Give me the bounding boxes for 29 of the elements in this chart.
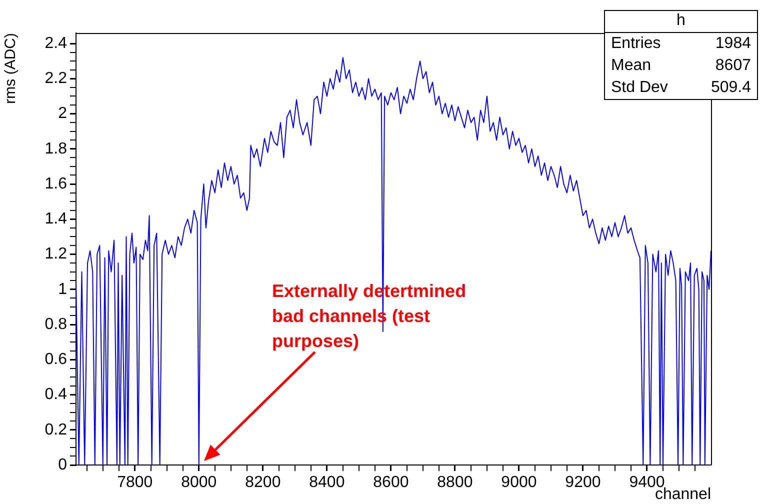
y-tick-label: 1.2 (44, 246, 68, 263)
x-tick-label: 8400 (309, 474, 345, 492)
y-tick-label: 2 (58, 105, 68, 122)
y-tick-label: 1.6 (44, 175, 68, 192)
text: 8607 (715, 56, 751, 76)
y-tick-label: 0 (58, 456, 68, 474)
y-axis-title: rms (ADC) (2, 33, 20, 104)
y-tick-label: 0.2 (44, 421, 68, 438)
text: 509.4 (710, 78, 751, 98)
x-tick-label: 8600 (373, 474, 409, 492)
y-tick-label: 0.6 (44, 351, 68, 368)
x-tick-label: 7800 (117, 474, 153, 492)
annotation: Std Dev (611, 78, 668, 98)
x-tick-label: 9200 (565, 474, 601, 492)
text: h (605, 11, 757, 33)
annotation: Entries (611, 34, 661, 54)
annotation: Mean (611, 56, 652, 76)
y-tick-label: 0.4 (44, 386, 68, 404)
y-tick-label: 2.2 (44, 70, 68, 88)
text: 1984 (715, 34, 751, 54)
y-tick-label: 1 (58, 280, 68, 298)
y-tick-label: 1.8 (44, 140, 68, 158)
y-tick-label: 0.8 (44, 316, 68, 333)
y-tick-label: 2.4 (44, 34, 68, 52)
x-tick-label: 8000 (181, 474, 217, 492)
x-tick-label: 8800 (437, 474, 473, 492)
x-tick-label: 8200 (245, 474, 281, 492)
y-tick-label: 1.4 (44, 210, 68, 228)
x-tick-label: 9000 (501, 474, 537, 492)
